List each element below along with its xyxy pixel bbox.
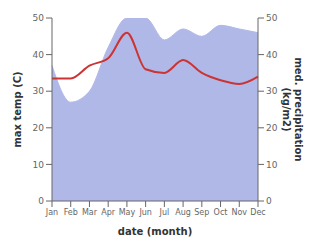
svg-text:Jan: Jan — [45, 208, 58, 217]
svg-text:50: 50 — [33, 13, 45, 23]
svg-text:Dec: Dec — [250, 208, 265, 217]
svg-text:10: 10 — [33, 160, 45, 170]
svg-text:Jul: Jul — [159, 208, 170, 217]
svg-text:30: 30 — [266, 86, 278, 96]
svg-text:max temp (C): max temp (C) — [12, 71, 23, 147]
svg-text:Nov: Nov — [231, 208, 247, 217]
svg-text:date (month): date (month) — [118, 226, 192, 237]
svg-text:Oct: Oct — [214, 208, 228, 217]
svg-text:20: 20 — [33, 123, 45, 133]
svg-text:10: 10 — [266, 160, 278, 170]
svg-text:May: May — [119, 208, 136, 217]
svg-text:Sep: Sep — [194, 208, 209, 217]
svg-text:30: 30 — [33, 86, 45, 96]
svg-text:Mar: Mar — [82, 208, 98, 217]
svg-text:Jun: Jun — [138, 208, 152, 217]
svg-text:0: 0 — [266, 196, 272, 206]
svg-text:20: 20 — [266, 123, 278, 133]
svg-text:med. precipitation(kg/m2): med. precipitation(kg/m2) — [281, 57, 304, 161]
svg-text:0: 0 — [38, 196, 44, 206]
svg-text:40: 40 — [266, 50, 278, 60]
svg-text:40: 40 — [33, 50, 45, 60]
svg-text:50: 50 — [266, 13, 278, 23]
svg-text:Aug: Aug — [175, 208, 191, 217]
svg-text:Feb: Feb — [64, 208, 78, 217]
svg-text:Apr: Apr — [101, 208, 116, 217]
